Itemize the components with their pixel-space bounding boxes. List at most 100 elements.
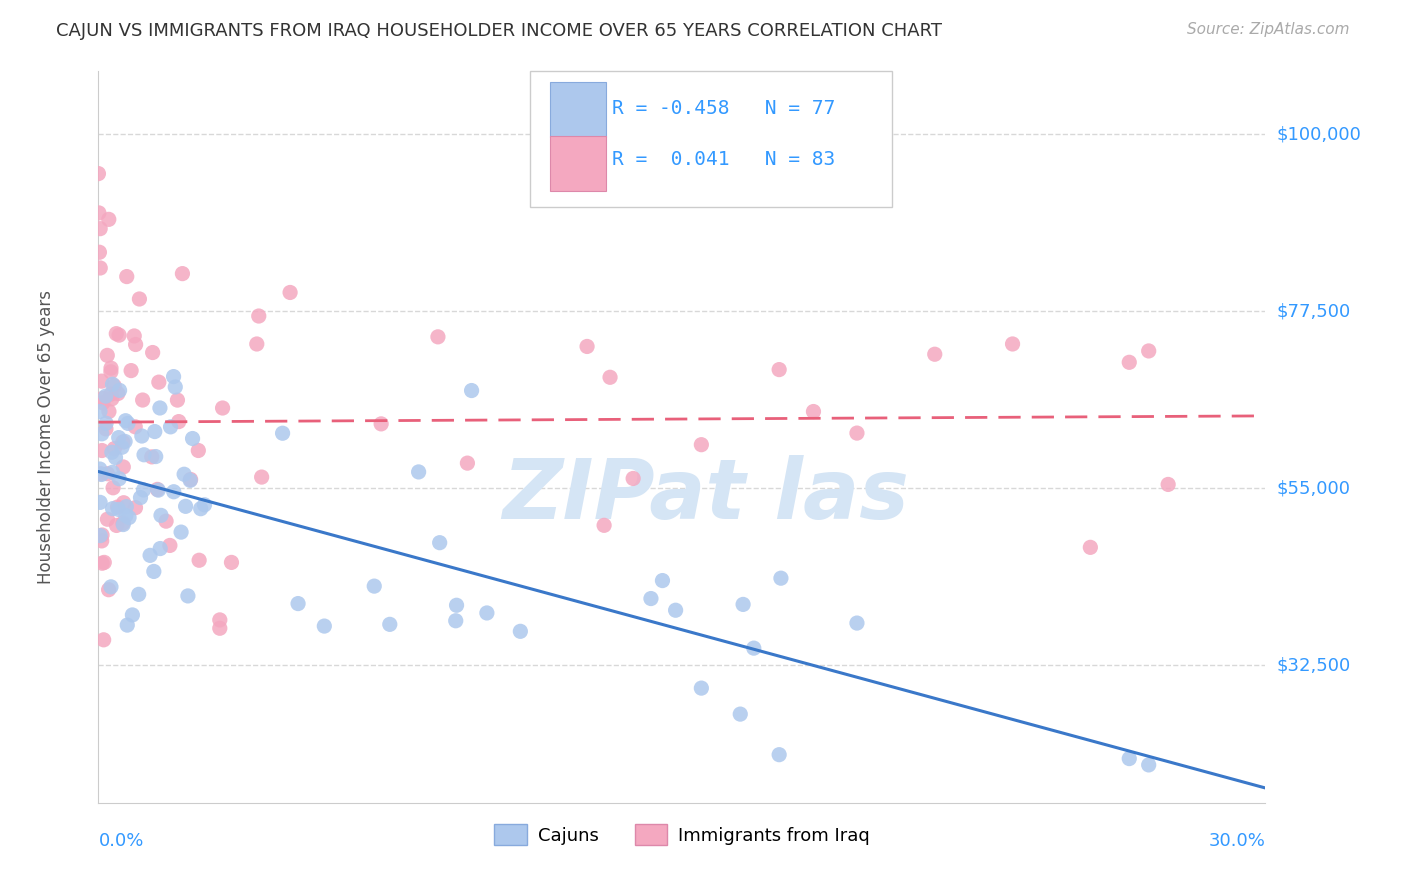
Point (159, 538, 181, 552)
Point (100, 387, 122, 401)
Point (155, 514, 177, 528)
Point (96, 348, 118, 362)
Point (117, 618, 139, 632)
Point (163, 484, 186, 499)
Point (1118, 751, 1140, 765)
Point (733, 598, 755, 612)
Point (108, 472, 131, 486)
Point (89, 245, 111, 260)
Point (170, 525, 193, 540)
Point (91, 556, 114, 570)
Point (429, 535, 451, 549)
Point (149, 401, 172, 415)
Point (114, 434, 136, 449)
Point (246, 337, 269, 351)
Point (142, 565, 165, 579)
Point (690, 681, 713, 695)
Point (108, 328, 131, 343)
Point (475, 606, 498, 620)
Point (150, 508, 173, 523)
Point (211, 401, 233, 415)
Point (139, 549, 162, 563)
Point (846, 616, 869, 631)
Point (221, 556, 243, 570)
Point (146, 483, 169, 497)
Point (118, 510, 141, 524)
Point (165, 380, 187, 394)
FancyBboxPatch shape (550, 82, 606, 137)
FancyBboxPatch shape (550, 136, 606, 191)
Point (446, 599, 468, 613)
Point (208, 613, 231, 627)
Text: ZIPat las: ZIPat las (502, 455, 908, 536)
Point (378, 617, 401, 632)
Point (89, 528, 111, 542)
Point (100, 361, 122, 376)
Text: R = -0.458   N = 77: R = -0.458 N = 77 (612, 99, 835, 118)
Point (122, 329, 145, 343)
Point (101, 481, 124, 495)
Point (730, 707, 752, 722)
Point (100, 580, 122, 594)
Point (456, 456, 478, 470)
Point (112, 517, 135, 532)
Point (128, 292, 150, 306)
Point (115, 508, 138, 523)
Point (665, 603, 688, 617)
Point (148, 483, 170, 497)
Point (89, 221, 111, 235)
Point (167, 415, 190, 429)
Point (190, 501, 212, 516)
Point (187, 443, 209, 458)
Point (115, 500, 138, 514)
Point (509, 624, 531, 639)
Point (690, 438, 713, 452)
Point (193, 498, 215, 512)
Point (94, 417, 117, 431)
Point (408, 465, 430, 479)
Point (143, 425, 166, 439)
Point (172, 267, 194, 281)
Point (124, 337, 146, 351)
Point (96, 467, 118, 481)
Text: Householder Income Over 65 years: Householder Income Over 65 years (37, 290, 55, 584)
Point (142, 345, 165, 359)
Point (593, 518, 616, 533)
Point (651, 574, 673, 588)
Point (145, 450, 167, 464)
Point (188, 553, 211, 567)
Point (105, 326, 128, 341)
Point (924, 347, 946, 361)
Point (101, 377, 124, 392)
Point (101, 445, 124, 459)
Point (173, 467, 195, 482)
Text: $55,000: $55,000 (1277, 479, 1351, 497)
Point (117, 417, 139, 431)
Point (181, 432, 204, 446)
Point (103, 442, 125, 456)
Point (90, 374, 112, 388)
Point (90, 533, 112, 548)
Point (132, 448, 155, 462)
Point (89, 495, 111, 509)
Point (97, 582, 120, 597)
Point (132, 483, 155, 497)
Point (91, 528, 114, 542)
Point (121, 607, 143, 622)
Point (1157, 477, 1180, 491)
Point (426, 330, 449, 344)
Point (247, 309, 270, 323)
Point (162, 369, 184, 384)
Point (768, 362, 790, 376)
Point (287, 597, 309, 611)
Point (846, 426, 869, 441)
Point (1137, 343, 1160, 358)
Point (278, 285, 301, 300)
Point (111, 516, 134, 530)
Point (314, 619, 336, 633)
Point (87, 167, 110, 181)
Point (94, 389, 117, 403)
Point (370, 417, 392, 431)
Point (174, 500, 197, 514)
Point (105, 518, 128, 533)
